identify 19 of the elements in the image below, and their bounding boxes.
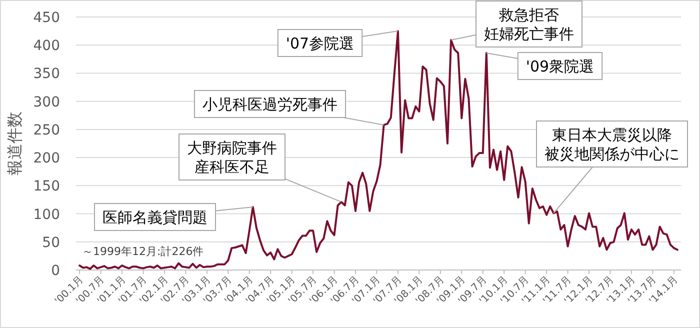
y-tick-label: 0	[51, 263, 60, 279]
annotation: '09衆院選	[526, 58, 594, 76]
annotation: 医師名義貸問題	[102, 208, 208, 226]
annotation: 救急拒否妊婦死亡事件	[484, 6, 574, 43]
annotation: ～1999年12月:計226件	[82, 245, 204, 258]
y-tick-label: 300	[33, 94, 60, 110]
annotation: 小児科医過労死事件	[202, 96, 338, 114]
annotation: 大野病院事件産科医不足	[187, 139, 277, 176]
y-tick-label: 400	[33, 38, 60, 54]
y-tick-label: 250	[33, 122, 60, 138]
y-tick-label: 350	[33, 66, 60, 82]
y-tick-label: 150	[33, 178, 60, 195]
annotation: 東日本大震災以降被災地関係が中心に	[544, 126, 680, 163]
annotation: '07参院選	[286, 34, 354, 52]
y-axis-title: 報道件数	[5, 112, 24, 176]
y-tick-label: 50	[42, 234, 60, 251]
y-tick-label: 100	[33, 206, 60, 223]
y-tick-label: 450	[33, 10, 60, 26]
y-tick-label: 200	[33, 150, 60, 167]
